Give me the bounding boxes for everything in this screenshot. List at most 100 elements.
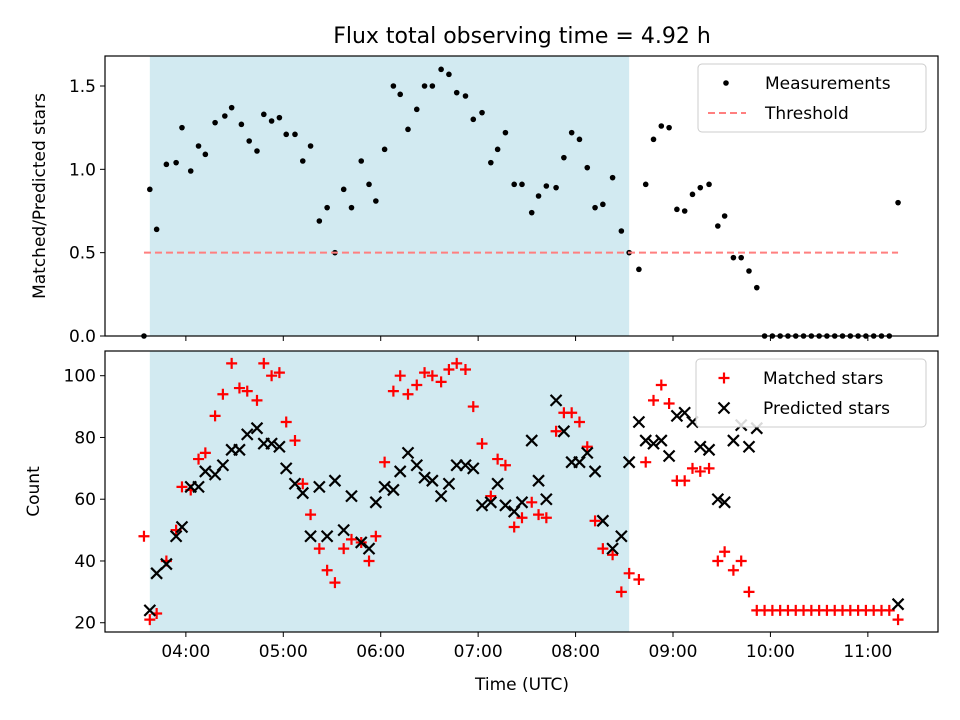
legend: Measurements Threshold [697,63,927,133]
measurement-point [453,89,460,96]
measurement-point [283,131,290,138]
predicted-star-point [216,458,230,472]
measurement-point [609,174,616,181]
matched-star-point [426,370,438,382]
measurement-point [397,91,404,98]
predicted-star-point [393,465,407,478]
predicted-star-point [515,496,529,509]
count-panel: 04:00 05:00 06:00 07:00 08:00 09:00 10:00 11:00… [24,350,939,662]
matched-star-point [640,456,652,468]
measurement-point [202,151,209,158]
legend-box [695,358,927,428]
measurement-point [658,123,665,129]
measurement-point [254,148,260,154]
legend-label: Matched stars [763,369,883,389]
predicted-star-point [345,489,358,503]
predicted-star-point [622,455,636,469]
measurement-point [636,266,642,273]
measurement-point [584,164,591,171]
measurement-point [173,159,179,166]
predicted-star-point [615,529,628,543]
predicted-star-point [580,446,594,460]
measurement-point [697,184,704,191]
measurement-point [246,138,252,144]
measurement-point [373,198,379,204]
predicted-star-point [354,536,368,549]
measurement-point [366,181,372,188]
matched-star-point [144,614,156,626]
matched-star-point [338,543,350,555]
matched-star-point [394,370,406,382]
measurement-point [268,118,275,124]
predicted-star-point [702,443,716,457]
measurement-point [340,186,347,193]
matched-star-point [648,394,660,406]
matched-star-point [199,447,211,459]
x-tick-label: 06:00 [356,642,405,662]
x-tick-label: 11:00 [843,642,892,662]
matched-star-point [516,512,528,524]
measurement-point [528,209,535,216]
predicted-star-point [442,477,456,491]
measurement-point [299,158,306,164]
x-tick-label: 04:00 [161,642,210,662]
matched-star-point [226,357,238,369]
matched-star-point [329,577,341,589]
legend-swatch [723,80,729,86]
matched-star-point [526,496,538,508]
measurement-point [479,109,485,116]
predicted-star-point [313,480,326,494]
measurement-point [429,83,436,89]
predicted-star-point [362,542,376,555]
series-matched-stars [138,357,904,626]
predicted-star-point [328,474,342,487]
measurement-point [421,83,428,89]
measurement-point [153,226,160,233]
predicted-star-point [369,496,383,509]
matched-star-point [492,453,504,465]
y-tick-label: 100 [64,367,96,387]
matched-star-point [892,614,904,626]
matched-star-point [363,555,375,567]
x-tick-label: 09:00 [648,642,697,662]
matched-star-point [138,530,150,542]
predicted-star-point [160,557,173,571]
series-predicted-stars [143,394,905,617]
measurement-point [195,143,202,149]
predicted-star-point [378,480,391,494]
matched-star-point [387,385,399,397]
predicted-star-point [466,462,480,475]
matched-star-point [679,475,691,487]
measurement-point [163,161,170,168]
matched-star-point [499,459,511,471]
measurement-point [261,111,267,118]
matched-star-point [233,382,245,394]
predicted-star-point [304,529,317,543]
predicted-star-point [273,440,286,454]
matched-star-point [435,376,447,388]
predicted-star-point [150,567,163,580]
matched-star-point [694,465,706,477]
measurement-point [316,218,323,224]
measurement-point [187,168,194,174]
predicted-star-point [265,437,278,450]
measurement-point [715,223,721,229]
predicted-star-point [169,529,183,543]
measurement-point [511,181,517,188]
y-tick-label: 60 [74,490,96,510]
predicted-star-point [434,489,448,503]
matched-star-point [712,555,724,567]
matched-star-point [485,490,497,502]
measurement-point [222,113,228,119]
y-tick-label: 40 [74,552,96,572]
matched-star-point [273,367,285,379]
matched-star-point [313,543,325,555]
measurement-point [324,204,330,211]
matched-star-point [566,407,578,419]
predicted-star-point [320,529,334,543]
matched-star-point [573,416,585,428]
matched-star-point [540,512,552,524]
matched-star-point [703,462,715,474]
matched-star-point [719,546,731,558]
matched-star-point [476,438,488,450]
